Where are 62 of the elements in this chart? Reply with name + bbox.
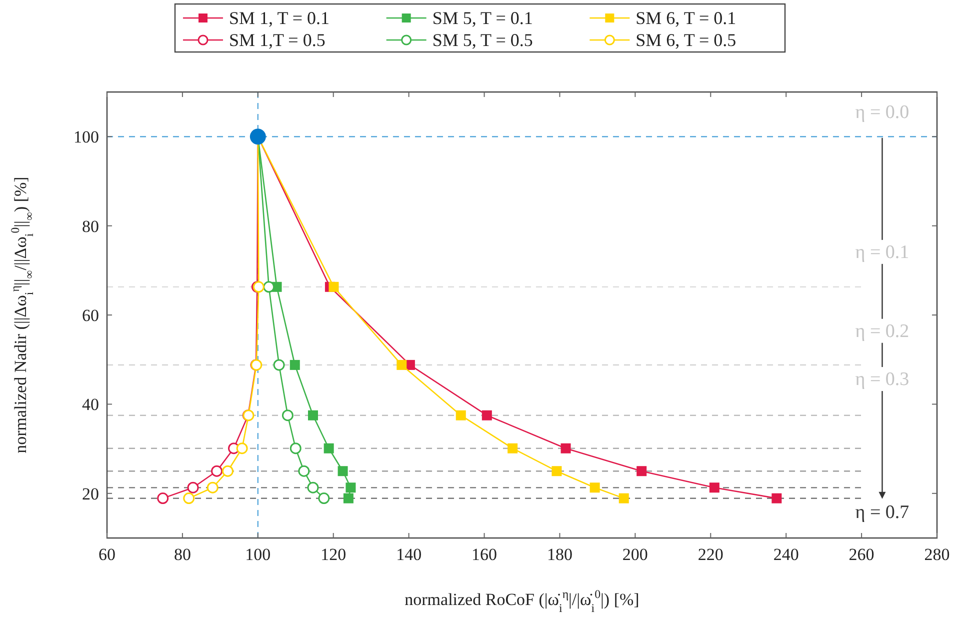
x-tick-label: 180 <box>546 545 572 564</box>
x-tick-label: 60 <box>98 545 116 564</box>
point <box>456 410 466 420</box>
annotation: η = 0.2 <box>855 320 910 342</box>
y-tick-label: 40 <box>82 395 99 414</box>
point <box>183 492 195 504</box>
point <box>290 442 302 454</box>
legend-label: SM 6, T = 0.1 <box>636 8 736 28</box>
point <box>772 493 782 504</box>
x-axis-title: normalized RoCoF (|ω̇$_{i}$$^{η}$|/|ω̇$_{i}$$^{0}$|) [%] <box>404 587 640 615</box>
point <box>328 282 339 292</box>
point <box>298 465 310 477</box>
point <box>560 443 571 454</box>
legend-label: SM 6, T = 0.5 <box>636 30 736 50</box>
x-tick-label: 220 <box>698 545 724 564</box>
point <box>250 128 266 145</box>
point <box>618 493 629 504</box>
point <box>206 482 218 494</box>
point <box>308 410 318 420</box>
point <box>324 443 334 454</box>
x-tick-label: 200 <box>622 545 648 564</box>
point <box>338 466 348 476</box>
x-tick-label: 160 <box>472 545 498 564</box>
x-tick-label: 140 <box>396 545 422 564</box>
point <box>636 466 647 476</box>
legend-label: SM 5, T = 0.5 <box>432 30 533 50</box>
point <box>222 465 234 477</box>
annotation: η = 0.1 <box>855 242 910 263</box>
x-tick-label: 100 <box>245 545 271 564</box>
point <box>709 482 720 493</box>
legend-label: SM 5, T = 0.1 <box>432 8 533 28</box>
point <box>346 482 356 493</box>
point <box>307 482 319 494</box>
point <box>273 359 285 371</box>
point <box>482 410 492 420</box>
point <box>318 492 330 504</box>
annotation: η = 0.3 <box>855 369 910 390</box>
y-tick-label: 100 <box>74 128 99 147</box>
point <box>552 466 562 476</box>
point <box>396 360 407 370</box>
point <box>263 281 275 293</box>
x-tick-label: 280 <box>924 545 950 564</box>
point <box>282 410 294 422</box>
point <box>211 465 223 477</box>
point <box>290 360 300 370</box>
x-tick-label: 80 <box>174 545 191 564</box>
point <box>187 482 199 494</box>
point <box>508 443 518 454</box>
legend-label: SM 1, T = 0.1 <box>229 8 330 28</box>
point <box>590 482 600 493</box>
y-tick-label: 80 <box>82 216 99 236</box>
annotation: η = 0.7 <box>855 502 910 523</box>
y-tick-label: 60 <box>82 306 99 325</box>
annotation: η = 0.0 <box>855 102 910 123</box>
point <box>157 492 169 504</box>
y-tick-label: 20 <box>82 484 99 504</box>
point <box>236 442 248 454</box>
x-tick-label: 260 <box>848 545 874 564</box>
x-tick-label: 240 <box>773 545 799 564</box>
legend-label: SM 1,T = 0.5 <box>229 30 326 50</box>
x-tick-label: 120 <box>320 545 346 564</box>
point <box>343 493 354 504</box>
